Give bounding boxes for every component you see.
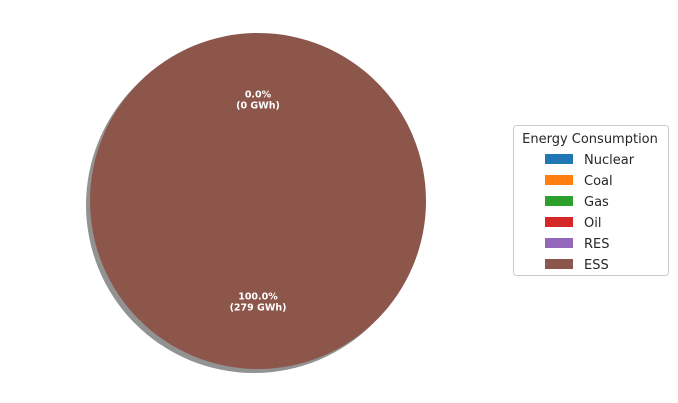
slice-labels: 0.0% (0 GWh) 100.0% (279 GWh) [230,90,287,314]
legend-swatch-nuclear [545,154,573,164]
legend: Energy Consumption Nuclear Coal Gas Oil RES E… [513,125,669,276]
legend-label-gas: Gas [584,195,609,210]
legend-label-ess: ESS [584,258,609,273]
legend-label-oil: Oil [584,216,601,231]
legend-item-ess: ESS [545,258,609,273]
legend-swatch-res [545,238,573,248]
legend-item-oil: Oil [545,216,601,231]
legend-label-nuclear: Nuclear [584,153,635,168]
slice-label-nuclear: 0.0% (0 GWh) [236,90,280,112]
legend-label-coal: Coal [584,174,613,189]
legend-item-gas: Gas [545,195,609,210]
legend-swatch-coal [545,175,573,185]
slice-label-ess: 100.0% (279 GWh) [230,291,287,313]
pie-layer [86,33,426,373]
legend-label-res: RES [584,237,610,252]
legend-swatch-oil [545,217,573,227]
legend-swatch-gas [545,196,573,206]
legend-item-nuclear: Nuclear [545,153,635,168]
legend-title: Energy Consumption [522,132,658,147]
pie-slice-ess [90,33,426,369]
legend-item-coal: Coal [545,174,613,189]
legend-item-res: RES [545,237,610,252]
legend-swatch-ess [545,259,573,269]
